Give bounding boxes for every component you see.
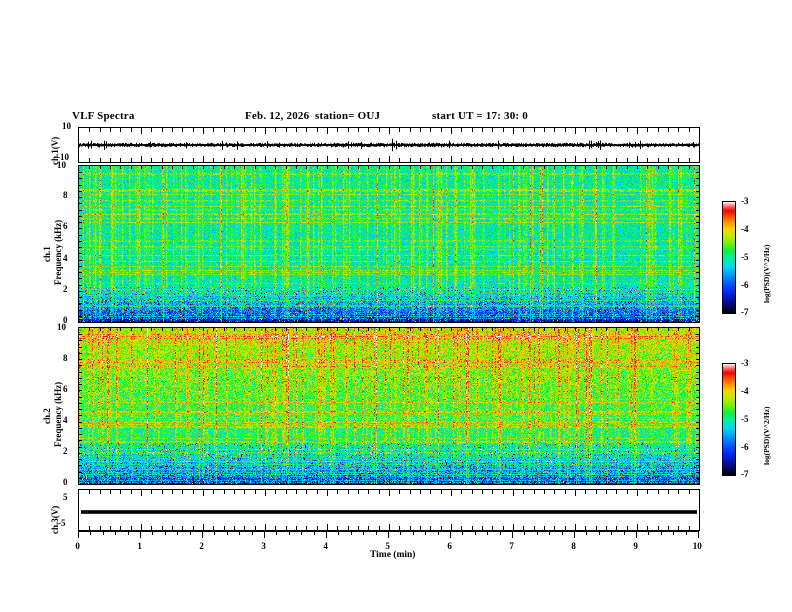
ch1-spec-tick-4: 4 [63, 253, 68, 263]
ch1-spec-channel-label: ch.1 [42, 246, 52, 262]
ch1-wave-tick-bottom: -10 [57, 152, 69, 162]
ch2-spec-tick-8: 8 [63, 353, 68, 363]
ch2-spec-tick-10: 10 [57, 322, 66, 332]
colorbar-ch1-tick--3: -3 [741, 196, 749, 206]
colorbar-ch1 [722, 201, 736, 314]
ch1-spec-tick-10: 10 [57, 160, 66, 170]
ch3-wave-tick-top: 5 [63, 492, 68, 502]
colorbar-ch2-tick--5: -5 [741, 414, 749, 424]
header-start-ut: start UT = 17: 30: 0 [432, 110, 528, 122]
ch1-spec-axis-label: Frequency (kHz) [53, 219, 63, 285]
x-tick-label: 6 [447, 541, 452, 551]
x-tick-label: 9 [633, 541, 638, 551]
colorbar-ch1-label: log(PSD)(V^2/Hz) [762, 244, 771, 303]
ch3-wave-tick-bottom: -5 [58, 518, 66, 528]
ch2-spec-tick-4: 4 [63, 415, 68, 425]
colorbar-ch2-tick--6: -6 [741, 442, 749, 452]
colorbar-ch2-label: log(PSD)(V^2/Hz) [762, 406, 771, 465]
ch1-spectrogram-panel [78, 165, 700, 323]
ch1-wave-tick-top: 10 [62, 121, 71, 131]
ch3-waveform-panel [78, 489, 700, 531]
header-station: station= OUJ [315, 110, 381, 122]
header-date: Feb. 12, 2026 [245, 110, 310, 122]
colorbar-ch1-tick--4: -4 [741, 224, 749, 234]
ch2-spec-tick-6: 6 [63, 384, 68, 394]
ch1-waveform-trace [79, 128, 699, 162]
x-axis-ticks [68, 531, 708, 545]
colorbar-ch2-gradient [723, 364, 735, 475]
x-axis-label: Time (min) [370, 550, 416, 560]
ch2-spec-tick-2: 2 [63, 446, 68, 456]
colorbar-ch1-tick--7: -7 [741, 307, 749, 317]
colorbar-ch2-tick--4: -4 [741, 386, 749, 396]
x-tick-label: 1 [137, 541, 142, 551]
colorbar-ch1-gradient [723, 202, 735, 313]
colorbar-ch2-tick--7: -7 [741, 469, 749, 479]
x-tick-label: 3 [261, 541, 266, 551]
x-tick-label: 5 [385, 541, 390, 551]
ch3-waveform-trace [79, 490, 699, 530]
x-tick-label: 7 [509, 541, 514, 551]
ch1-waveform-panel [78, 127, 700, 163]
x-tick-label: 4 [323, 541, 328, 551]
colorbar-ch2-tick--3: -3 [741, 358, 749, 368]
page-title: VLF Spectra [72, 110, 135, 122]
ch2-spectrogram-panel [78, 327, 700, 485]
x-tick-label: 0 [75, 541, 80, 551]
ch2-spec-channel-label: ch.2 [42, 408, 52, 424]
colorbar-ch1-tick--5: -5 [741, 252, 749, 262]
ch1-spec-tick-0: 0 [63, 315, 68, 325]
ch2-spec-tick-0: 0 [63, 477, 68, 487]
x-tick-label: 2 [199, 541, 204, 551]
x-tick-label: 10 [692, 541, 702, 551]
colorbar-ch2 [722, 363, 736, 476]
ch1-spec-tick-2: 2 [63, 284, 68, 294]
ch1-spec-tick-6: 6 [63, 221, 68, 231]
colorbar-ch1-tick--6: -6 [741, 280, 749, 290]
ch1-spectrogram-image [79, 166, 699, 322]
ch1-spec-tick-8: 8 [63, 190, 68, 200]
ch2-spectrogram-image [79, 328, 699, 484]
x-tick-label: 8 [571, 541, 576, 551]
ch2-spec-axis-label: Frequency (kHz) [53, 381, 63, 447]
ch3-wave-axis-label: ch.3(V) [50, 505, 60, 534]
